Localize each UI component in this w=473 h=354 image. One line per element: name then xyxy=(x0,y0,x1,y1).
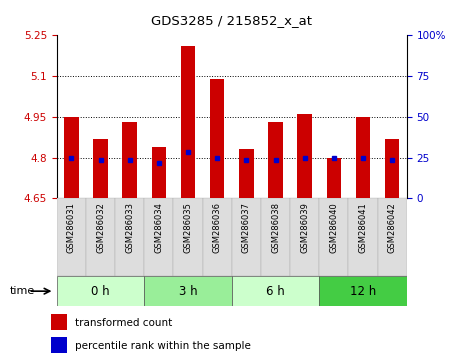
Text: GSM286034: GSM286034 xyxy=(154,202,163,253)
Bar xyxy=(51,314,67,331)
Bar xyxy=(93,138,108,198)
Bar xyxy=(202,198,232,276)
Bar xyxy=(181,46,195,198)
Text: GDS3285 / 215852_x_at: GDS3285 / 215852_x_at xyxy=(151,14,312,27)
Bar xyxy=(326,158,341,198)
Text: GSM286032: GSM286032 xyxy=(96,202,105,253)
Text: GSM286038: GSM286038 xyxy=(271,202,280,253)
Bar xyxy=(377,198,407,276)
Text: GSM286037: GSM286037 xyxy=(242,202,251,253)
Text: transformed count: transformed count xyxy=(75,318,173,328)
Bar xyxy=(232,198,261,276)
Text: GSM286042: GSM286042 xyxy=(388,202,397,253)
Text: 0 h: 0 h xyxy=(91,285,110,298)
Bar xyxy=(349,198,377,276)
Bar xyxy=(86,198,115,276)
Bar xyxy=(57,198,86,276)
Bar xyxy=(115,198,144,276)
Bar xyxy=(261,198,290,276)
Text: time: time xyxy=(9,286,35,296)
Bar xyxy=(319,198,349,276)
Bar xyxy=(385,138,400,198)
Text: 12 h: 12 h xyxy=(350,285,376,298)
Bar xyxy=(51,337,67,353)
Bar xyxy=(319,276,407,306)
Text: GSM286033: GSM286033 xyxy=(125,202,134,253)
Text: GSM286035: GSM286035 xyxy=(184,202,193,253)
Text: GSM286039: GSM286039 xyxy=(300,202,309,253)
Bar xyxy=(268,122,283,198)
Text: 6 h: 6 h xyxy=(266,285,285,298)
Text: GSM286036: GSM286036 xyxy=(213,202,222,253)
Bar xyxy=(144,198,174,276)
Text: 3 h: 3 h xyxy=(179,285,197,298)
Text: GSM286040: GSM286040 xyxy=(329,202,338,253)
Bar xyxy=(232,276,319,306)
Text: percentile rank within the sample: percentile rank within the sample xyxy=(75,341,251,351)
Bar xyxy=(57,276,144,306)
Bar xyxy=(210,79,225,198)
Text: GSM286041: GSM286041 xyxy=(359,202,368,253)
Bar xyxy=(356,117,370,198)
Bar xyxy=(123,122,137,198)
Bar xyxy=(144,276,232,306)
Text: GSM286031: GSM286031 xyxy=(67,202,76,253)
Bar xyxy=(64,117,79,198)
Bar xyxy=(239,149,254,198)
Bar xyxy=(151,147,166,198)
Bar xyxy=(290,198,319,276)
Bar xyxy=(174,198,202,276)
Bar xyxy=(298,114,312,198)
